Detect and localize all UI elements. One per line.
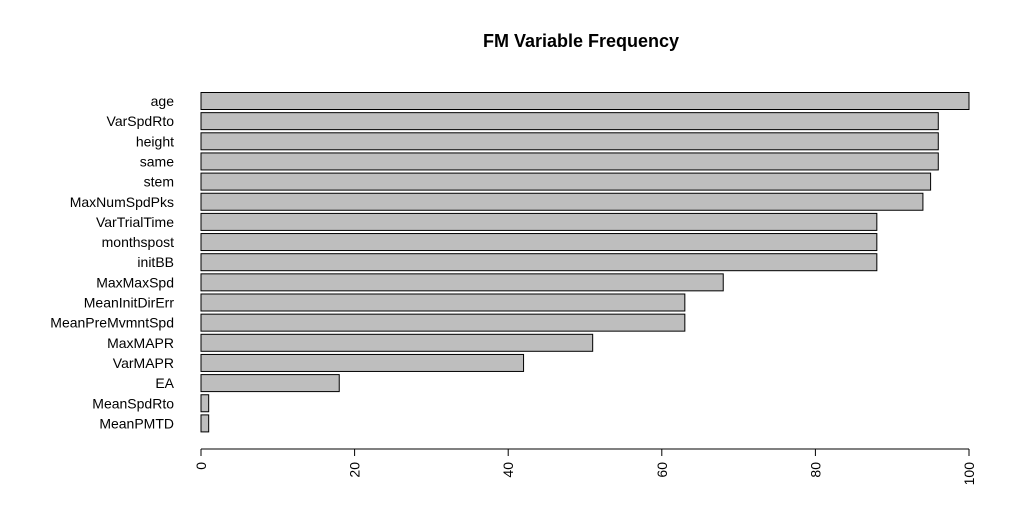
bar-EA xyxy=(200,374,340,393)
x-tick-label-20: 20 xyxy=(347,462,363,478)
bar-MeanInitDirErr xyxy=(200,293,686,312)
bar-MaxMAPR xyxy=(200,333,594,352)
category-label-VarMAPR: VarMAPR xyxy=(113,355,174,371)
bar-stem xyxy=(200,172,932,191)
category-label-same: same xyxy=(140,153,174,169)
x-tick-label-0: 0 xyxy=(193,462,209,470)
bar-VarSpdRto xyxy=(200,112,939,131)
category-label-height: height xyxy=(136,133,174,149)
bar-MaxMaxSpd xyxy=(200,273,724,292)
x-tick-label-80: 80 xyxy=(807,462,823,478)
category-label-MeanInitDirErr: MeanInitDirErr xyxy=(84,295,175,311)
x-axis: 0 20 40 60 80 100 xyxy=(193,448,977,486)
category-label-MeanPMTD: MeanPMTD xyxy=(99,415,174,431)
bar-MeanPMTD xyxy=(200,414,210,433)
bar-VarTrialTime xyxy=(200,212,878,231)
category-label-age: age xyxy=(151,93,175,109)
bar-height xyxy=(200,132,939,151)
category-label-VarTrialTime: VarTrialTime xyxy=(96,214,174,230)
bar-same xyxy=(200,152,939,171)
category-label-MeanSpdRto: MeanSpdRto xyxy=(92,395,174,411)
category-label-MaxMaxSpd: MaxMaxSpd xyxy=(96,274,174,290)
category-label-initBB: initBB xyxy=(137,254,174,270)
bars-layer xyxy=(200,92,970,433)
category-label-MeanPreMvmntSpd: MeanPreMvmntSpd xyxy=(50,315,174,331)
category-label-monthspost: monthspost xyxy=(102,234,174,250)
category-label-MaxNumSpdPks: MaxNumSpdPks xyxy=(70,194,174,210)
x-tick-label-40: 40 xyxy=(500,462,516,478)
chart-title: FM Variable Frequency xyxy=(483,31,679,51)
category-label-stem: stem xyxy=(144,174,174,190)
bar-MeanSpdRto xyxy=(200,394,210,413)
category-label-VarSpdRto: VarSpdRto xyxy=(107,113,175,129)
category-label-EA: EA xyxy=(155,375,174,391)
bar-age xyxy=(200,92,970,110)
category-labels: age VarSpdRto height same stem MaxNumSpdPks Va… xyxy=(50,93,174,431)
bar-MeanPreMvmntSpd xyxy=(200,313,686,332)
bar-initBB xyxy=(200,253,878,272)
x-tick-label-100: 100 xyxy=(961,462,977,486)
bar-VarMAPR xyxy=(200,353,525,372)
category-label-MaxMAPR: MaxMAPR xyxy=(107,335,174,351)
bar-MaxNumSpdPks xyxy=(200,192,924,211)
bar-monthspost xyxy=(200,233,878,252)
x-tick-label-60: 60 xyxy=(654,462,670,478)
